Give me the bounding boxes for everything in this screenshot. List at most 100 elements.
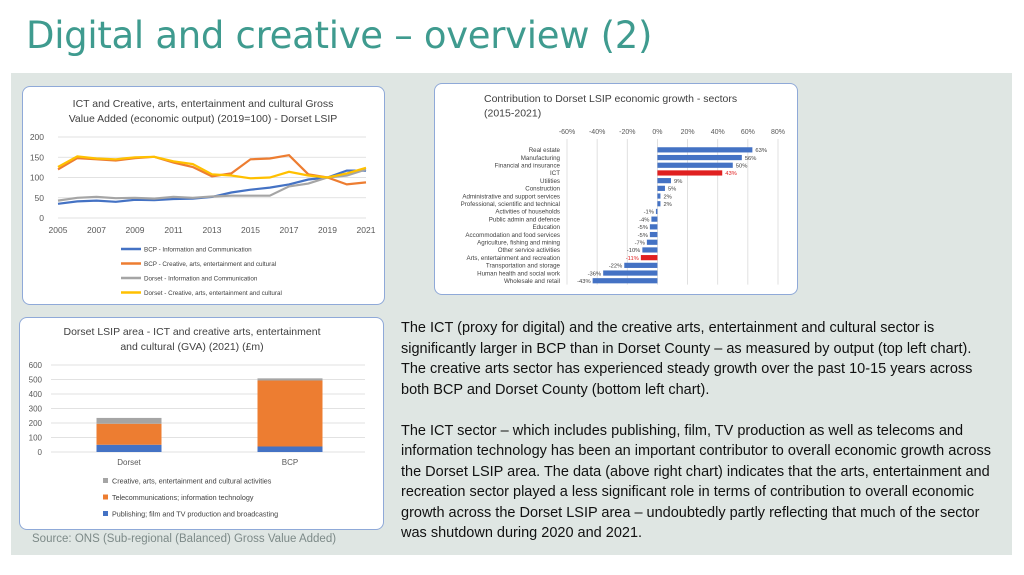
category-label: Public admin and defence <box>489 216 561 223</box>
chart-title: ICT and Creative, arts, entertainment an… <box>73 98 334 110</box>
bar <box>657 154 742 161</box>
line-chart-card: ICT and Creative, arts, entertainment an… <box>22 86 385 305</box>
category-label: Activities of households <box>495 209 560 216</box>
bar <box>624 262 658 268</box>
stacked-chart-card: Dorset LSIP area - ICT and creative arts… <box>19 317 384 530</box>
y-tick-label: 600 <box>29 361 43 370</box>
x-tick-label: 80% <box>771 129 785 136</box>
category-label: Professional, scientific and technical <box>461 201 560 208</box>
bar <box>655 208 658 215</box>
category-label: Transportation and storage <box>486 263 561 270</box>
x-tick-label: -20% <box>619 129 635 136</box>
x-tick-label: 2019 <box>318 225 337 235</box>
data-label: -4% <box>639 217 649 223</box>
bar <box>657 162 733 168</box>
gva-index-line-chart: ICT and Creative, arts, entertainment an… <box>30 98 376 297</box>
y-tick-label: 500 <box>29 376 43 385</box>
growth-contribution-chart-card: Contribution to Dorset LSIP economic gro… <box>434 83 798 295</box>
stacked-bar-segment <box>257 378 323 381</box>
y-tick-label: 50 <box>35 193 45 203</box>
data-label: 9% <box>674 179 682 185</box>
bar <box>603 270 658 276</box>
y-tick-label: 100 <box>30 173 44 183</box>
data-label: -5% <box>638 233 648 239</box>
x-tick-label: 2011 <box>164 225 183 235</box>
bar <box>657 170 723 176</box>
data-label: 2% <box>663 194 671 200</box>
data-label: -36% <box>588 271 602 277</box>
x-tick-label: 40% <box>711 129 725 136</box>
stacked-bar-segment <box>96 423 162 445</box>
stacked-bar-segment <box>257 380 323 447</box>
y-tick-label: 200 <box>30 132 44 142</box>
y-tick-label: 400 <box>29 390 43 399</box>
legend-label: Creative, arts, entertainment and cultur… <box>112 477 272 486</box>
gva-stacked-bar-chart: Dorset LSIP area - ICT and creative arts… <box>29 326 365 519</box>
legend-label: Publishing; film and TV production and b… <box>112 510 278 519</box>
series-line <box>57 168 367 202</box>
x-tick-label: Dorset <box>117 458 141 467</box>
stacked-bar-segment <box>96 444 162 452</box>
legend-swatch <box>103 494 108 500</box>
category-label: ICT <box>550 170 560 177</box>
category-label: Arts, entertainment and recreation <box>466 255 560 262</box>
legend-label: BCP - Information and Communication <box>144 247 252 254</box>
legend-swatch <box>103 478 108 483</box>
category-label: Utilities <box>540 178 560 185</box>
commentary-paragraph-2: The ICT sector – which includes publishi… <box>401 422 991 542</box>
x-tick-label: 2017 <box>280 225 299 235</box>
slide-title: Digital and creative – overview (2) <box>26 14 653 57</box>
x-tick-label: BCP <box>282 458 298 467</box>
y-tick-label: 0 <box>38 448 43 457</box>
bar <box>657 201 661 207</box>
legend-swatch <box>103 511 108 516</box>
category-label: Manufacturing <box>521 155 561 162</box>
bar <box>657 185 665 191</box>
bar <box>592 278 658 284</box>
category-label: Administrative and support services <box>462 193 560 200</box>
stacked-bar-segment <box>257 446 323 452</box>
data-label: 43% <box>725 171 737 177</box>
data-label: -43% <box>577 279 591 285</box>
data-label: -22% <box>609 264 623 270</box>
chart-title: and cultural (GVA) (2021) (£m) <box>120 341 263 353</box>
bar <box>646 239 658 245</box>
data-label: 2% <box>663 202 671 208</box>
bar <box>651 216 658 222</box>
category-label: Real estate <box>529 147 561 154</box>
growth-contribution-bar-chart: Contribution to Dorset LSIP economic gro… <box>461 93 785 285</box>
y-tick-label: 100 <box>29 434 43 443</box>
bar <box>640 255 658 261</box>
chart-title: (2015-2021) <box>484 108 541 120</box>
bar <box>649 224 658 230</box>
x-tick-label: 20% <box>681 129 695 136</box>
category-label: Construction <box>525 186 560 193</box>
x-tick-label: 2005 <box>49 225 68 235</box>
data-label: 56% <box>745 156 757 162</box>
data-label: -7% <box>635 240 645 246</box>
category-label: Financial and insurance <box>495 162 561 169</box>
series-line <box>57 155 367 180</box>
bar <box>657 147 753 153</box>
legend-label: Dorset - Information and Communication <box>144 276 258 283</box>
stacked-bar-segment <box>96 417 162 424</box>
y-tick-label: 0 <box>39 213 44 223</box>
legend-label: Telecommunications; information technolo… <box>112 493 254 502</box>
bar <box>657 178 671 184</box>
category-label: Wholesale and retail <box>504 278 560 285</box>
commentary-paragraph-1: The ICT (proxy for digital) and the crea… <box>401 320 973 398</box>
chart-title: Dorset LSIP area - ICT and creative arts… <box>64 326 321 338</box>
data-label: -5% <box>638 225 648 231</box>
data-label: -1% <box>644 210 654 216</box>
bar <box>657 193 661 199</box>
bar <box>642 247 658 253</box>
data-label: 5% <box>668 187 676 193</box>
chart-title: Contribution to Dorset LSIP economic gro… <box>484 93 737 105</box>
x-tick-label: 60% <box>741 129 755 136</box>
chart-title: Value Added (economic output) (2019=100)… <box>69 113 338 125</box>
category-label: Agriculture, fishing and mining <box>477 239 560 246</box>
source-note: Source: ONS (Sub-regional (Balanced) Gro… <box>32 533 337 545</box>
x-tick-label: 2013 <box>203 225 222 235</box>
bar <box>649 231 658 238</box>
x-tick-label: 2015 <box>241 225 260 235</box>
